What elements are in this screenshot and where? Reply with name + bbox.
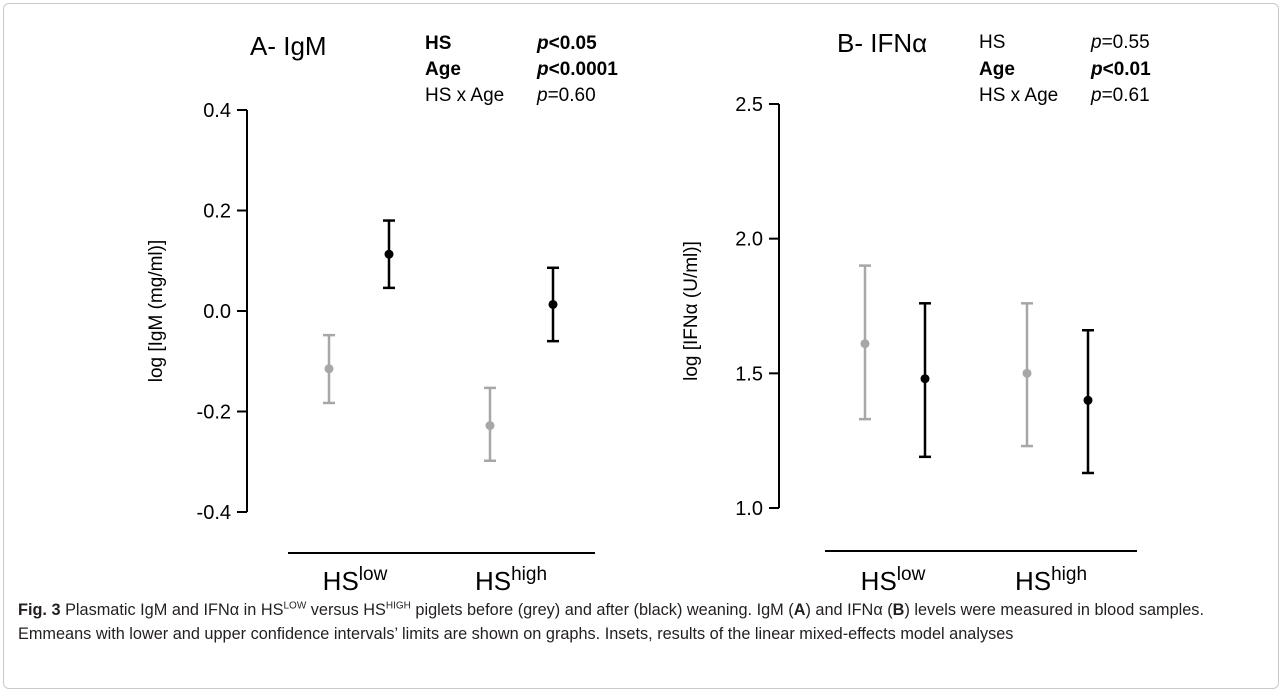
panel-b-stat-p: p [1090,85,1102,106]
panel-a-stat-p-value: <0.05 [549,33,598,54]
caption-text-5: ) levels were measured in blood samples.… [18,601,1204,643]
panel-b-y-tick-label: 1.5 [735,363,763,385]
panel-a-stat-label: HS x Age [425,85,504,106]
panel-a-category-label: HShigh [475,564,547,596]
panel-a-category-sup: low [359,564,388,585]
panel-b-y-tick-label: 2.5 [735,94,763,116]
panel-a-y-tick-label: 0.2 [203,201,231,223]
panel-b-stat-label: Age [979,59,1015,80]
caption-panel-b: B [892,601,905,619]
panel-a-stat-p: p [536,33,549,54]
panel-a-y-tick-label: -0.4 [197,502,231,524]
panel-a-point-before [324,364,334,374]
panel-a-stat-p-value: =0.60 [548,85,596,106]
caption-text-4: ) and IFNα ( [805,601,893,619]
panel-b-stat-p-value: <0.01 [1103,59,1152,80]
figure-frame [3,3,1279,689]
panel-a-stat-value: p=0.60 [536,85,596,106]
panel-a-y-tick-label: -0.2 [197,402,231,424]
panel-b-category-sup: low [897,564,926,585]
panel-a-y-label: log [IgM (mg/ml)] [146,240,167,383]
panel-b-stat-value: p<0.01 [1090,59,1151,80]
caption-text-2: versus HS [306,601,386,619]
panel-b-category-base: HS [1015,566,1051,596]
panel-b-category-sup: high [1051,564,1087,585]
panel-a-y-tick-label: 0.0 [203,301,231,323]
panel-a-category-base: HS [475,566,511,596]
panel-b-point-after [1083,395,1093,405]
panel-a-point-after [548,299,558,309]
caption-sup-high: HIGH [385,600,411,612]
figure-caption: Fig. 3 Plasmatic IgM and IFNα in HSLOW v… [18,598,1268,646]
panel-b-stat-label: HS [979,32,1005,53]
panel-a-point-after [384,249,394,259]
panel-b-stat-p: p [1090,32,1102,53]
panel-b-stat-p-value: =0.61 [1102,85,1150,106]
panel-a-title: A- IgM [250,31,327,61]
panel-b-point-after [920,374,930,384]
panel-b-title: B- IFNα [837,28,927,58]
panel-a-stat-p: p [536,85,548,106]
caption-sup-low: LOW [283,600,307,612]
panel-b-stat-p-value: =0.55 [1102,32,1150,53]
panel-a-stat-p: p [536,59,549,80]
panel-a-category-label: HSlow [323,564,388,596]
panel-a-stat-p-value: <0.0001 [549,59,619,80]
panel-b-stat-p: p [1090,59,1103,80]
panel-b-point-before [1022,368,1032,378]
panel-b-category-base: HS [861,566,897,596]
caption-text-3: piglets before (grey) and after (black) … [410,601,794,619]
panel-b-y-label: log [IFNα (U/ml)] [681,241,702,381]
panel-a-stat-label: HS [425,33,451,54]
panel-b-y-tick-label: 1.0 [735,498,763,520]
caption-panel-a: A [793,601,806,619]
caption-fig-label: Fig. 3 [18,601,61,619]
panel-a-category-sup: high [511,564,547,585]
panel-a-stat-value: p<0.05 [536,33,597,54]
panel-a-point-before [485,421,495,431]
panel-a-category-base: HS [323,566,359,596]
panel-b-point-before [860,339,870,349]
panel-a-stat-label: Age [425,59,461,80]
panel-b-stat-value: p=0.55 [1090,32,1150,53]
caption-text-1: Plasmatic IgM and IFNα in HS [65,601,284,619]
figure-charts: A- IgM 0.4 0.2 0.0 -0.2 -0.4 log [IgM (mg/ml)]… [146,28,1151,596]
panel-b-stat-label: HS x Age [979,85,1058,106]
panel-a-y-tick-label: 0.4 [203,100,231,122]
panel-b-category-label: HShigh [1015,564,1087,596]
panel-b-category-label: HSlow [861,564,926,596]
panel-b-stat-value: p=0.61 [1090,85,1150,106]
panel-b-y-tick-label: 2.0 [735,229,763,251]
panel-a-stat-value: p<0.0001 [536,59,618,80]
